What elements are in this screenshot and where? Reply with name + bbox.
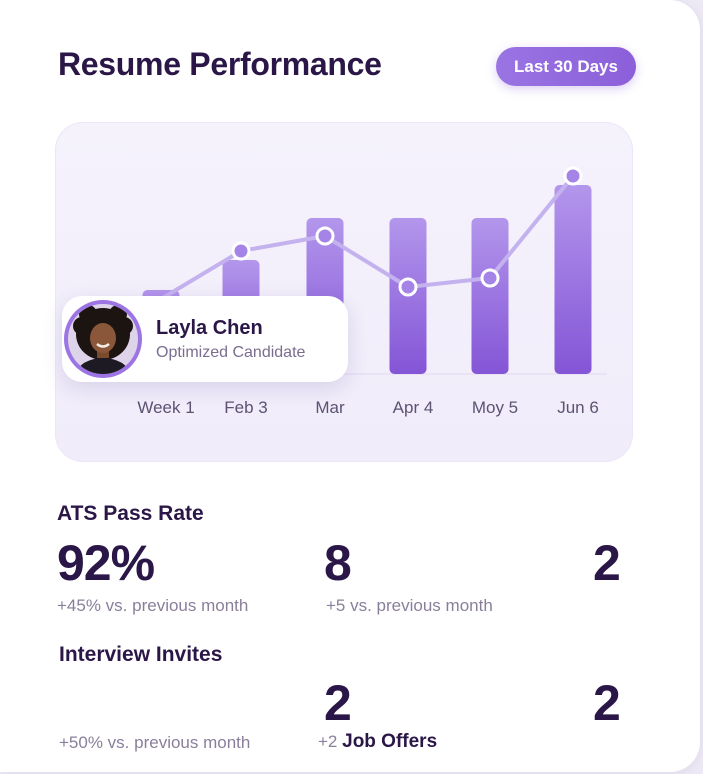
middle-bottom-value: 2 bbox=[324, 675, 352, 731]
trend-point[interactable] bbox=[315, 226, 335, 246]
page-title: Resume Performance bbox=[58, 46, 382, 82]
job-offers-change: +2 Job Offers bbox=[318, 731, 437, 753]
x-tick-label: Apr 4 bbox=[393, 398, 434, 417]
job-offers-change-prefix: +2 bbox=[318, 732, 338, 751]
ats-pass-rate-label: ATS Pass Rate bbox=[57, 502, 204, 525]
x-tick-label: Feb 3 bbox=[224, 398, 267, 417]
right-bottom-value: 2 bbox=[593, 675, 621, 731]
x-tick-label: Jun 6 bbox=[557, 398, 599, 417]
x-tick-label: Week 1 bbox=[137, 398, 194, 417]
trend-line bbox=[159, 174, 575, 301]
middle-top-change: +5 vs. previous month bbox=[326, 596, 493, 615]
trend-point[interactable] bbox=[563, 166, 583, 186]
date-range-button[interactable]: Last 30 Days bbox=[496, 47, 636, 86]
candidate-name: Layla Chen bbox=[156, 317, 263, 339]
x-tick-label: Moy 5 bbox=[472, 398, 518, 417]
chart-bar[interactable] bbox=[554, 185, 592, 374]
trend-point[interactable] bbox=[398, 277, 418, 297]
chart-panel: Week 1 Feb 3 Mar Apr 4 Moy 5 Jun 6 bbox=[55, 122, 633, 462]
performance-chart: Week 1 Feb 3 Mar Apr 4 Moy 5 Jun 6 bbox=[133, 166, 607, 417]
candidate-role: Optimized Candidate bbox=[156, 344, 306, 361]
avatar bbox=[64, 300, 142, 378]
x-tick-label: Mar bbox=[315, 398, 345, 417]
candidate-profile-card[interactable]: Layla Chen Optimized Candidate bbox=[62, 296, 348, 382]
ats-pass-rate-value: 92% bbox=[57, 535, 155, 591]
interview-invites-change: +50% vs. previous month bbox=[59, 733, 251, 752]
middle-top-value: 8 bbox=[324, 535, 352, 591]
job-offers-label: Job Offers bbox=[342, 731, 438, 752]
interview-invites-label: Interview Invites bbox=[59, 643, 223, 666]
chart-bar[interactable] bbox=[471, 218, 509, 374]
ats-pass-rate-change: +45% vs. previous month bbox=[57, 596, 249, 615]
right-top-value: 2 bbox=[593, 535, 621, 591]
trend-point[interactable] bbox=[231, 241, 251, 261]
avatar-photo-icon bbox=[68, 304, 138, 374]
trend-point[interactable] bbox=[480, 268, 500, 288]
